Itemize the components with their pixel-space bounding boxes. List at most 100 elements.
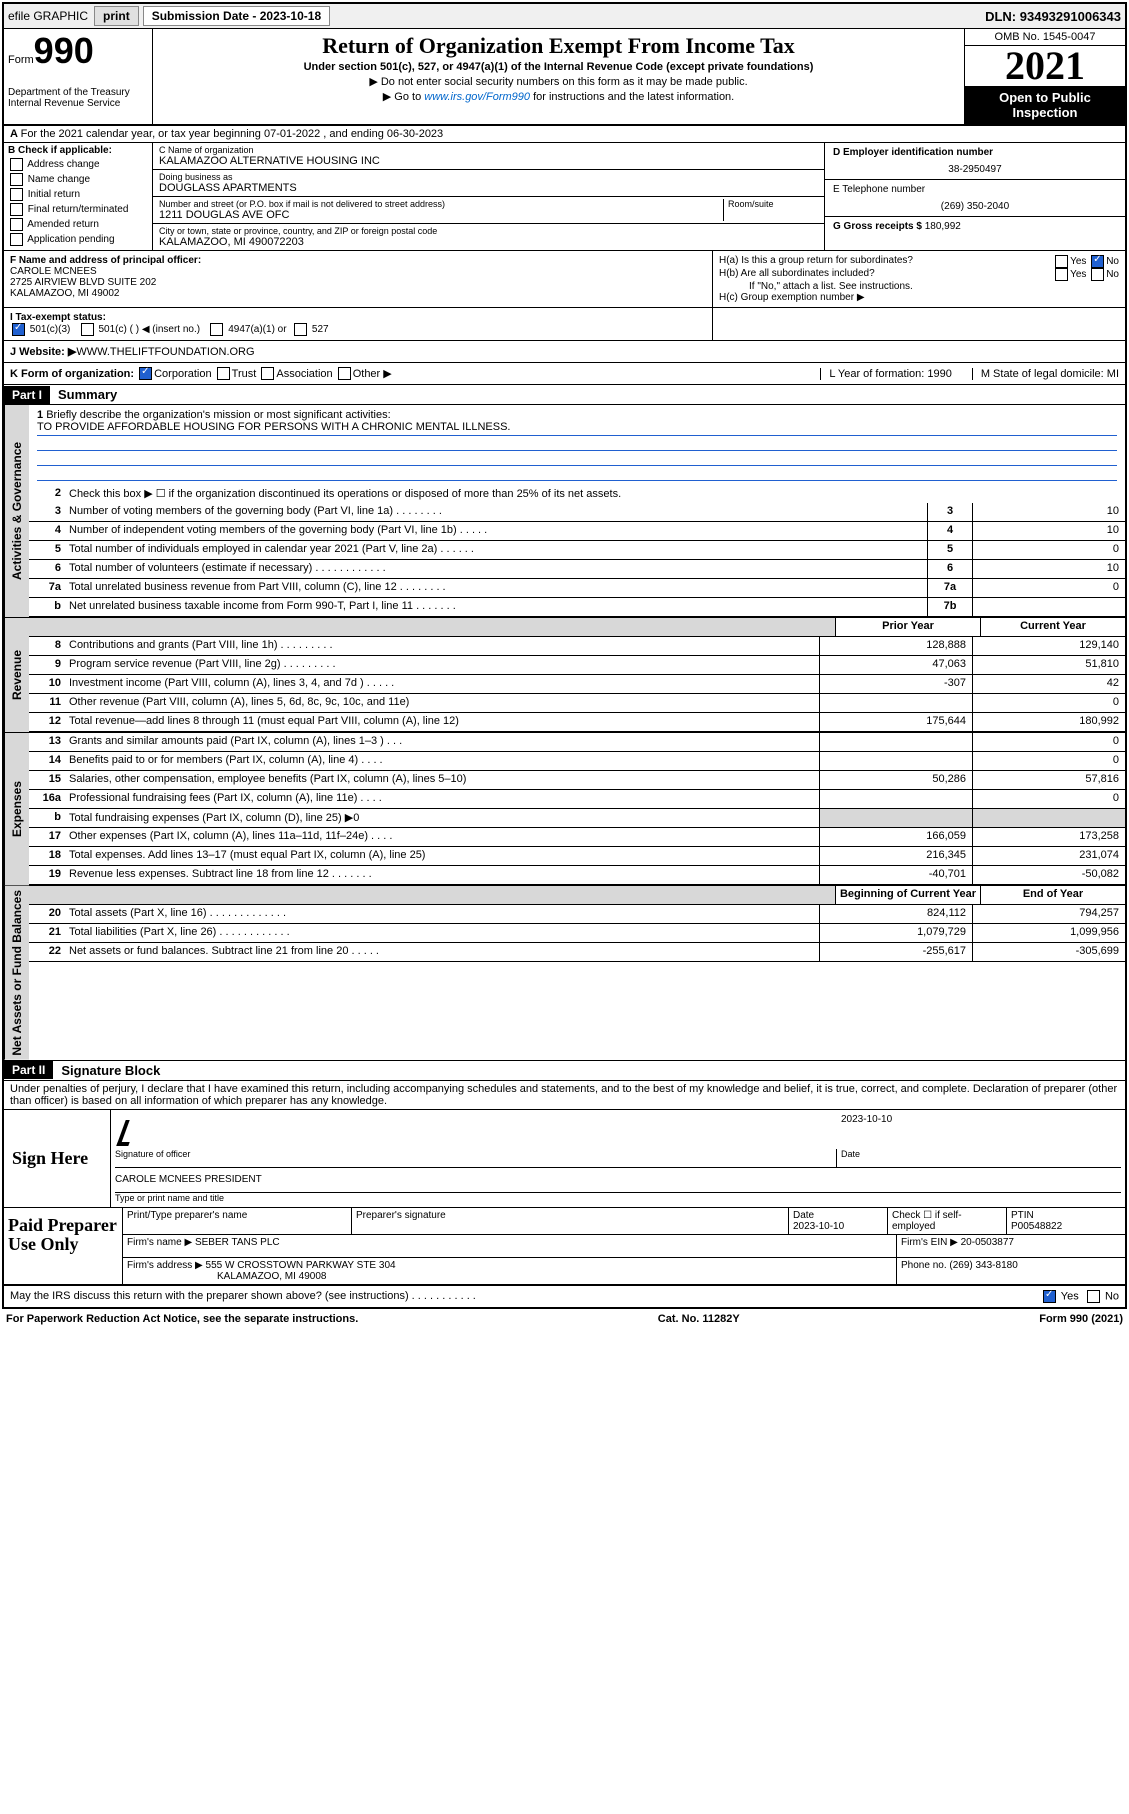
form-header: Form990 Department of the Treasury Inter…: [4, 29, 1125, 126]
table-row: 21Total liabilities (Part X, line 26) . …: [29, 924, 1125, 943]
col-c-org-info: C Name of organization KALAMAZOO ALTERNA…: [153, 143, 824, 250]
table-row: bTotal fundraising expenses (Part IX, co…: [29, 809, 1125, 828]
chk-address-change[interactable]: Address change: [8, 158, 148, 171]
table-row: 20Total assets (Part X, line 16) . . . .…: [29, 905, 1125, 924]
check-self-employed: Check ☐ if self-employed: [888, 1208, 1007, 1234]
chk-501c[interactable]: [81, 323, 94, 336]
chk-application-pending[interactable]: Application pending: [8, 233, 148, 246]
state-domicile: M State of legal domicile: MI: [972, 368, 1119, 380]
form-word: Form: [8, 54, 34, 66]
hdr-current-year: Current Year: [980, 618, 1125, 636]
prep-name-label: Print/Type preparer's name: [123, 1208, 352, 1234]
vtab-expenses: Expenses: [4, 733, 29, 885]
q1-label: Briefly describe the organization's miss…: [46, 409, 390, 421]
hb-label: H(b) Are all subordinates included?: [719, 268, 875, 281]
ha-label: H(a) Is this a group return for subordin…: [719, 255, 913, 268]
perjury-declaration: Under penalties of perjury, I declare th…: [4, 1081, 1125, 1110]
header-center: Return of Organization Exempt From Incom…: [153, 29, 964, 124]
table-row: 13Grants and similar amounts paid (Part …: [29, 733, 1125, 752]
principal-officer: F Name and address of principal officer:…: [4, 251, 712, 307]
firm-ein-label: Firm's EIN ▶: [901, 1237, 961, 1248]
form-number: 990: [34, 30, 94, 71]
officer-name-title: CAROLE MCNEES PRESIDENT: [115, 1174, 1121, 1185]
table-row: 16aProfessional fundraising fees (Part I…: [29, 790, 1125, 809]
efile-label: efile GRAPHIC: [8, 9, 88, 23]
chk-amended-return[interactable]: Amended return: [8, 218, 148, 231]
hb-note: If "No," attach a list. See instructions…: [719, 281, 1119, 292]
instruction-1: ▶ Do not enter social security numbers o…: [161, 75, 956, 88]
subtitle-1: Under section 501(c), 527, or 4947(a)(1)…: [161, 61, 956, 73]
hdr-beginning: Beginning of Current Year: [835, 886, 980, 904]
row-i-tax-exempt: I Tax-exempt status: 501(c)(3) 501(c) ( …: [4, 308, 1125, 341]
street-address: 1211 DOUGLAS AVE OFC: [159, 209, 723, 221]
section-fh: F Name and address of principal officer:…: [4, 251, 1125, 308]
chk-4947[interactable]: [210, 323, 223, 336]
hb-no[interactable]: [1091, 268, 1104, 281]
phone-label: E Telephone number: [833, 184, 1117, 195]
top-bar: efile GRAPHIC print Submission Date - 20…: [4, 4, 1125, 29]
form-title: Return of Organization Exempt From Incom…: [161, 33, 956, 59]
chk-527[interactable]: [294, 323, 307, 336]
summary-revenue: Revenue Prior YearCurrent Year 8Contribu…: [4, 618, 1125, 733]
table-row: 15Salaries, other compensation, employee…: [29, 771, 1125, 790]
paid-preparer-label: Paid Preparer Use Only: [4, 1208, 122, 1284]
firm-addr2: KALAMAZOO, MI 49008: [127, 1271, 327, 1282]
table-row: 18Total expenses. Add lines 13–17 (must …: [29, 847, 1125, 866]
org-name: KALAMAZOO ALTERNATIVE HOUSING INC: [159, 155, 818, 167]
prep-sig-label: Preparer's signature: [352, 1208, 789, 1234]
year-formation: L Year of formation: 1990: [820, 368, 952, 380]
q2-text: Check this box ▶ ☐ if the organization d…: [65, 485, 1125, 503]
table-row: 6Total number of volunteers (estimate if…: [29, 560, 1125, 579]
sig-date: 2023-10-10: [841, 1114, 1121, 1149]
chk-association[interactable]: [261, 367, 274, 380]
firm-ein: 20-0503877: [961, 1237, 1014, 1248]
ptin-value: P00548822: [1011, 1221, 1062, 1232]
irs-discuss-no[interactable]: [1087, 1290, 1100, 1303]
chk-corporation[interactable]: [139, 367, 152, 380]
may-irs-discuss: May the IRS discuss this return with the…: [4, 1285, 1125, 1307]
table-row: 5Total number of individuals employed in…: [29, 541, 1125, 560]
chk-trust[interactable]: [217, 367, 230, 380]
instruction-2: ▶ Go to www.irs.gov/Form990 for instruct…: [161, 90, 956, 103]
chk-final-return[interactable]: Final return/terminated: [8, 203, 148, 216]
catalog-number: Cat. No. 11282Y: [658, 1313, 740, 1325]
city-label: City or town, state or province, country…: [159, 226, 818, 236]
firm-phone-label: Phone no.: [901, 1260, 949, 1271]
vtab-revenue: Revenue: [4, 618, 29, 732]
mission-text: TO PROVIDE AFFORDABLE HOUSING FOR PERSON…: [37, 421, 1117, 436]
address-label: Number and street (or P.O. box if mail i…: [159, 199, 723, 209]
department: Department of the Treasury Internal Reve…: [8, 87, 148, 109]
hb-yes[interactable]: [1055, 268, 1068, 281]
sign-here-section: Sign Here 2023-10-10 Signature of office…: [4, 1110, 1125, 1208]
hdr-prior-year: Prior Year: [835, 618, 980, 636]
open-to-public: Open to Public Inspection: [965, 86, 1125, 124]
chk-name-change[interactable]: Name change: [8, 173, 148, 186]
chk-501c3[interactable]: [12, 323, 25, 336]
irs-discuss-yes[interactable]: [1043, 1290, 1056, 1303]
summary-activities-governance: Activities & Governance 1 Briefly descri…: [4, 405, 1125, 618]
org-name-label: C Name of organization: [159, 145, 818, 155]
vtab-activities: Activities & Governance: [4, 405, 29, 617]
summary-expenses: Expenses 13Grants and similar amounts pa…: [4, 733, 1125, 886]
ha-yes[interactable]: [1055, 255, 1068, 268]
ein-value: 38-2950497: [833, 164, 1117, 175]
ha-no[interactable]: [1091, 255, 1104, 268]
row-j-website: J Website: ▶ WWW.THELIFTFOUNDATION.ORG: [4, 341, 1125, 363]
dba-name: DOUGLASS APARTMENTS: [159, 182, 818, 194]
dba-label: Doing business as: [159, 172, 818, 182]
chk-other[interactable]: [338, 367, 351, 380]
irs-link[interactable]: www.irs.gov/Form990: [424, 91, 530, 103]
table-row: 8Contributions and grants (Part VIII, li…: [29, 637, 1125, 656]
website-value: WWW.THELIFTFOUNDATION.ORG: [76, 346, 254, 358]
row-k-form-org: K Form of organization: Corporation Trus…: [4, 363, 1125, 385]
footer: For Paperwork Reduction Act Notice, see …: [0, 1311, 1129, 1327]
type-name-label: Type or print name and title: [115, 1193, 1121, 1203]
chk-initial-return[interactable]: Initial return: [8, 188, 148, 201]
sign-here-label: Sign Here: [4, 1110, 110, 1207]
sig-officer-label: Signature of officer: [115, 1149, 836, 1167]
ptin-label: PTIN: [1011, 1210, 1034, 1221]
prep-date-label: Date: [793, 1210, 814, 1221]
ein-label: D Employer identification number: [833, 147, 993, 158]
prep-date: 2023-10-10: [793, 1221, 844, 1232]
print-button[interactable]: print: [94, 6, 139, 26]
